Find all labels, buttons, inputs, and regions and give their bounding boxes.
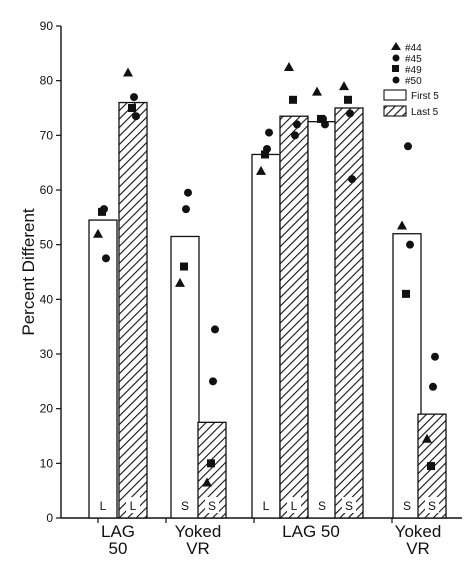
subject-point [348, 175, 356, 184]
subject-point [317, 114, 325, 123]
condition-label: S [428, 499, 436, 513]
condition-label: L [130, 499, 137, 513]
y-tick-label: 50 [40, 238, 54, 252]
subject-point [312, 86, 322, 96]
subject-point [102, 254, 110, 263]
subject-point [123, 67, 133, 77]
condition-label: S [318, 499, 326, 513]
subject-point [344, 95, 352, 104]
subject-point [429, 382, 437, 391]
condition-label-bg [425, 497, 439, 513]
y-tick-label: 70 [40, 128, 54, 142]
subject-point [402, 289, 410, 298]
subject-point [132, 112, 140, 121]
y-tick-label: 30 [40, 347, 54, 361]
group-label: VR [406, 539, 430, 558]
legend-subject-label: #50 [405, 76, 422, 87]
subject-point [431, 352, 439, 361]
legend-swatch [383, 105, 407, 117]
condition-label: L [291, 499, 298, 513]
bars-layer [88, 101, 447, 519]
subject-point [397, 220, 407, 230]
condition-label: S [345, 499, 353, 513]
condition-label: S [403, 499, 411, 513]
y-tick-label: 20 [40, 402, 54, 416]
group-label: Yoked [175, 522, 222, 541]
legend-marker [391, 42, 401, 50]
legend-subject-label: #45 [405, 54, 422, 65]
condition-label-bg [126, 497, 140, 513]
group-label: 50 [109, 539, 128, 558]
subject-point [289, 95, 297, 104]
bar-first5 [170, 235, 200, 519]
group-label: VR [186, 539, 210, 558]
subject-point [98, 207, 106, 216]
subject-point [422, 433, 432, 443]
subject-point [291, 131, 299, 140]
subject-point [207, 459, 215, 468]
subject-point [346, 109, 354, 118]
subject-point [293, 120, 301, 129]
condition-label-bg [342, 497, 356, 513]
legend-series-label: First 5 [411, 91, 439, 102]
bar-first5 [307, 121, 337, 519]
legend-marker [392, 65, 399, 72]
subject-point [209, 377, 217, 386]
subject-points-layer [93, 62, 439, 487]
legend-marker [392, 76, 400, 84]
group-label: LAG [101, 522, 135, 541]
y-tick-label: 80 [40, 74, 54, 88]
legend-swatch [383, 89, 407, 101]
subject-point [339, 81, 349, 91]
legend-subject-label: #44 [405, 43, 422, 54]
legend: #44#45#49#50 First 5 Last 5 [383, 42, 439, 118]
subject-point [202, 477, 212, 487]
subject-point [284, 62, 294, 71]
subject-point [184, 188, 192, 197]
y-axis-title: Percent Different [19, 208, 38, 336]
subject-point [93, 228, 103, 238]
condition-label: L [100, 499, 107, 513]
subject-point [130, 93, 138, 102]
legend-marker [392, 54, 400, 62]
subject-point [256, 165, 266, 175]
subject-point [261, 150, 269, 159]
y-tick-label: 0 [46, 511, 53, 525]
group-label: Yoked [395, 522, 442, 541]
subject-point [406, 240, 414, 249]
condition-label-bg [287, 497, 301, 513]
bar-last5 [118, 101, 148, 519]
bar-last5 [334, 107, 364, 519]
bar-first5 [392, 233, 422, 519]
subject-point [265, 128, 273, 137]
y-tick-label: 10 [40, 456, 54, 470]
condition-label: S [181, 499, 189, 513]
bar-first5 [88, 219, 118, 519]
legend-subject-label: #49 [405, 65, 422, 76]
subject-point [404, 142, 412, 151]
group-label: LAG 50 [282, 522, 340, 541]
y-tick-label: 90 [40, 19, 54, 33]
legend-series-label: Last 5 [411, 107, 439, 118]
subject-point [128, 104, 136, 112]
subject-point [321, 120, 329, 129]
condition-label: S [208, 499, 216, 513]
condition-label-bg [205, 497, 219, 513]
subject-point [180, 262, 188, 271]
bar-first5 [251, 153, 281, 519]
y-tick-label: 40 [40, 292, 54, 306]
bar-last5 [279, 115, 309, 519]
subject-point [175, 277, 185, 287]
condition-label: L [263, 499, 270, 513]
y-tick-label: 60 [40, 183, 54, 197]
subject-point [182, 205, 190, 214]
subject-point [427, 462, 435, 471]
subject-point [211, 325, 219, 334]
